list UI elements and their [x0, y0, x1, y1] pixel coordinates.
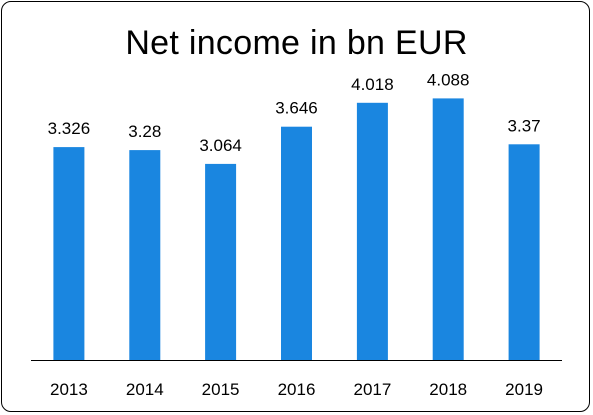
bars-group: [53, 98, 540, 361]
bar-2017: [356, 102, 388, 361]
x-tick-label-2019: 2019: [505, 380, 543, 399]
x-tick-label-2016: 2016: [278, 380, 316, 399]
value-label-2013: 3.326: [48, 119, 91, 138]
x-tick-label-2014: 2014: [126, 380, 164, 399]
value-label-2018: 4.088: [427, 70, 470, 89]
value-label-2016: 3.646: [275, 99, 318, 118]
bar-2018: [432, 98, 464, 361]
x-tick-label-2013: 2013: [50, 380, 88, 399]
bar-2014: [129, 150, 161, 360]
bar-2016: [281, 126, 312, 360]
x-tick-label-2015: 2015: [202, 380, 240, 399]
chart-title: Net income in bn EUR: [125, 24, 468, 62]
x-tick-label-2017: 2017: [353, 380, 391, 399]
x-tick-labels-group: 2013 2014 2015 2016 2017 2018 2019: [50, 380, 543, 399]
value-labels-group: 3.326 3.28 3.064 3.646 4.018 4.088 3.37: [48, 70, 541, 154]
value-label-2017: 4.018: [351, 75, 394, 94]
bar-2015: [205, 163, 237, 360]
bar-2013: [53, 147, 85, 360]
value-label-2015: 3.064: [199, 136, 242, 155]
value-label-2014: 3.28: [128, 122, 161, 141]
bar-2019: [508, 144, 540, 360]
value-label-2019: 3.37: [508, 116, 541, 135]
x-tick-label-2018: 2018: [429, 380, 467, 399]
